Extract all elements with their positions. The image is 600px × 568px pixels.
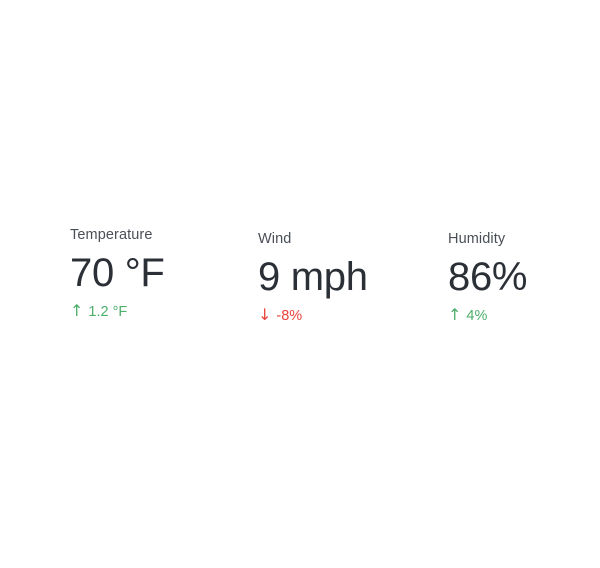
stat-card-humidity: Humidity 86% ↑ 4% <box>448 230 527 325</box>
stat-card-temperature: Temperature 70 °F ↑ 1.2 °F <box>70 226 165 321</box>
stat-delta-text: -8% <box>276 308 303 324</box>
stat-delta-text: 1.2 °F <box>88 304 128 320</box>
stat-label: Wind <box>258 231 292 247</box>
stat-delta: ↓ -8% <box>258 306 302 325</box>
stat-delta-text: 4% <box>466 308 488 324</box>
arrow-down-icon: ↓ <box>258 305 272 324</box>
stat-label: Temperature <box>70 227 153 243</box>
arrow-up-icon: ↑ <box>448 305 462 324</box>
stat-value: 9 mph <box>258 255 368 299</box>
stat-delta: ↑ 4% <box>448 306 487 325</box>
stat-delta: ↑ 1.2 °F <box>70 302 127 321</box>
arrow-up-icon: ↑ <box>70 301 84 320</box>
stat-card-wind: Wind 9 mph ↓ -8% <box>258 230 368 325</box>
stat-value: 86% <box>448 255 528 299</box>
stat-value: 70 °F <box>70 251 165 295</box>
stat-label: Humidity <box>448 231 506 247</box>
